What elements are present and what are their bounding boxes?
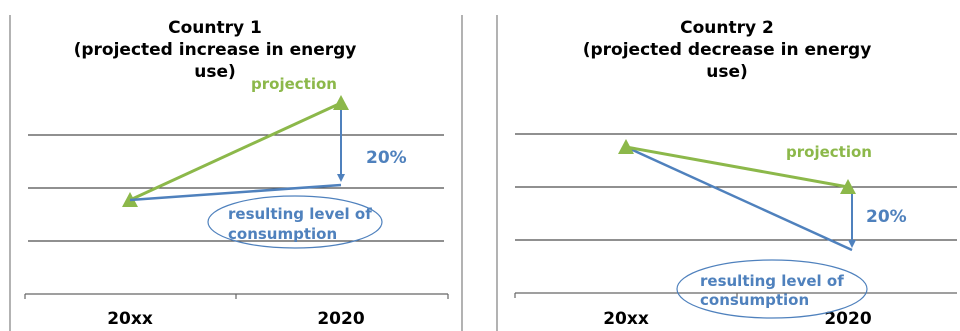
x-label-end: 2020 [824,309,871,329]
projection-label: projection [786,143,872,161]
projection-label: projection [251,75,337,93]
result-label-ellipse [207,195,383,249]
result-label-line-2: consumption [228,225,337,243]
panel-1-title-line-3: use) [194,62,236,82]
panel-1-title-line-2: (projected increase in energy [74,40,357,60]
x-label-end: 2020 [317,309,364,329]
result-label-line-2: consumption [700,291,809,309]
projection-line [625,145,849,189]
projection-start-marker [618,139,634,154]
panel-2-title-line-1: Country 2 [680,18,774,38]
panel-2-title-line-3: use) [706,62,748,82]
projection-end-marker [840,179,856,194]
x-label-start: 20xx [107,309,153,329]
percent-label: 20% [366,148,407,168]
panel-country-1: Country 1 (projected increase in energy … [9,15,449,331]
projection-line [129,101,342,202]
percent-label: 20% [866,207,907,227]
panel-country-2: Country 2 (projected decrease in energy … [514,18,957,329]
result-line [625,145,853,252]
result-label-line-1: resulting level of [700,272,844,290]
result-label-line-1: resulting level of [228,205,372,223]
panel-2-title-line-2: (projected decrease in energy [583,40,872,60]
projection-end-marker [333,95,349,110]
result-line [129,183,342,202]
panel-1-title-line-1: Country 1 [168,18,262,38]
x-label-start: 20xx [603,309,649,329]
result-label-ellipse [676,259,868,319]
